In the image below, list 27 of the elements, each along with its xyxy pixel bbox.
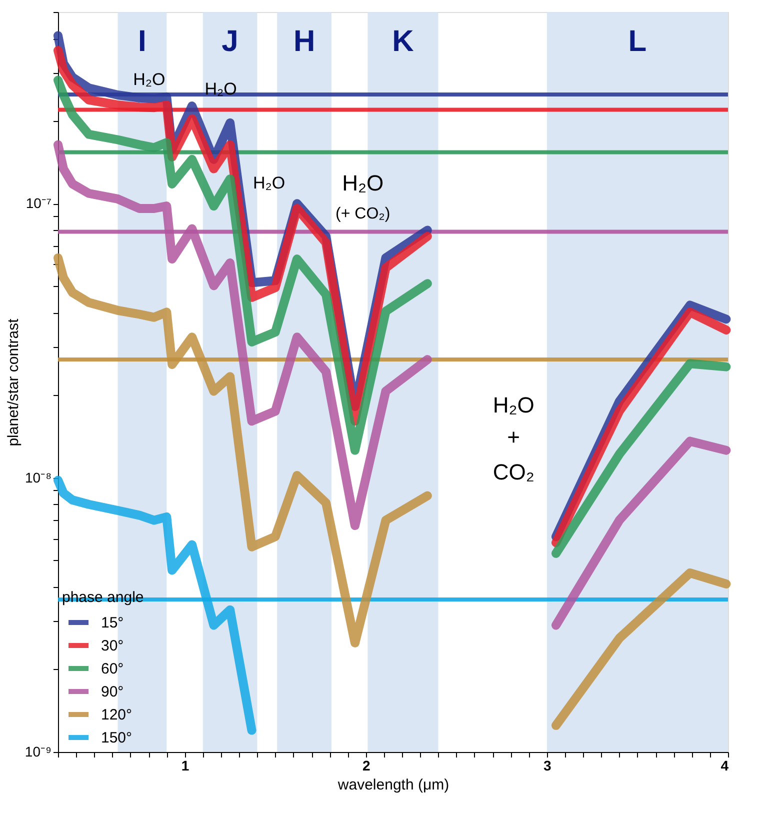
x-tick-label: 2 [362, 758, 370, 774]
x-tick-label: 1 [181, 758, 190, 774]
x-tick-label: 4 [720, 758, 729, 774]
annotation: H₂O [492, 392, 534, 418]
y-tick-label: 10⁻⁹ [24, 744, 52, 760]
band-label: H [293, 25, 316, 58]
x-axis-title: wavelength (μm) [336, 776, 450, 794]
legend-label: 30° [101, 638, 124, 654]
band-label: I [138, 25, 146, 58]
legend-label: 15° [101, 614, 124, 632]
legend-label: 120° [101, 706, 132, 724]
x-tick-label: 3 [544, 758, 552, 774]
y-axis-title: planet/star contrast [4, 318, 22, 446]
annotation: H₂O [133, 70, 166, 90]
legend-label: 150° [101, 730, 132, 746]
y-tick-label: 10⁻⁸ [25, 469, 52, 486]
annotation: (+ CO₂) [336, 205, 390, 222]
annotation: H₂O [252, 174, 286, 193]
legend-label: 60° [101, 660, 124, 678]
legend-label: 90° [101, 684, 124, 700]
annotation: H₂O [342, 170, 384, 196]
annotation: + [507, 424, 520, 450]
band-label: K [392, 25, 414, 58]
annotation: CO₂ [492, 459, 534, 484]
band-label: J [222, 25, 238, 58]
y-tick-label: 10⁻⁷ [26, 195, 52, 212]
band-label: L [628, 25, 647, 58]
